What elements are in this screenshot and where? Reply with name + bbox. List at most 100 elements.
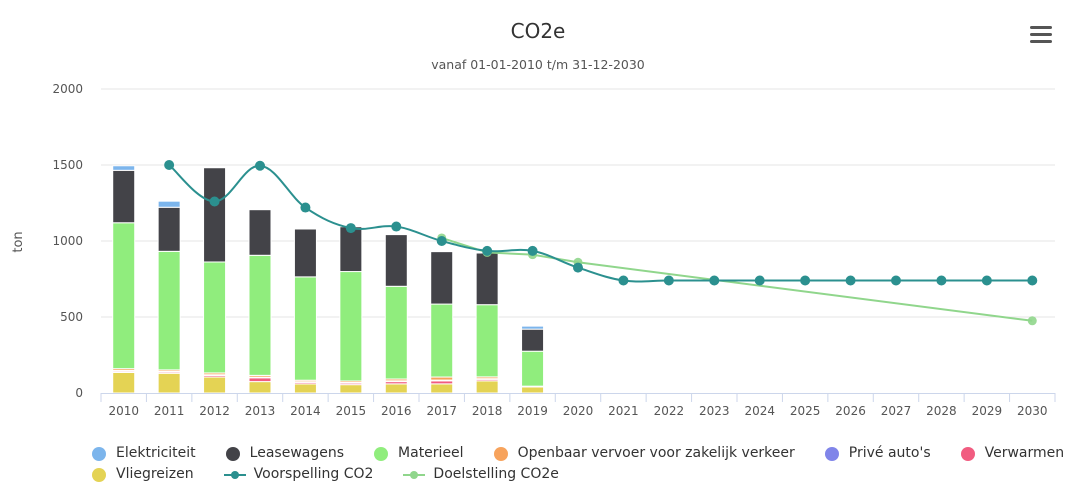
bar-segment-leasewagens <box>339 226 363 273</box>
bar-segment-vliegreizen <box>203 376 227 394</box>
bar-segment-leasewagens <box>293 228 317 278</box>
x-tick-label: 2029 <box>972 404 1003 418</box>
bar-segment-leasewagens <box>475 252 499 306</box>
x-tick-label: 2011 <box>154 404 185 418</box>
legend-label: Voorspelling CO2 <box>253 466 374 482</box>
point-voorspelling-co2 <box>981 275 992 286</box>
legend-label: Privé auto's <box>848 445 931 461</box>
bar-segment-leasewagens <box>157 206 181 252</box>
bar-segment-leasewagens <box>112 169 136 224</box>
point-voorspelling-co2 <box>300 202 311 213</box>
x-tick-label: 2019 <box>517 404 548 418</box>
bar-segment-vliegreizen <box>384 383 408 394</box>
legend-item-elektriciteit[interactable]: Elektriciteit <box>92 443 196 464</box>
x-tick-label: 2030 <box>1017 404 1048 418</box>
legend-item-materieel[interactable]: Materieel <box>374 443 464 464</box>
point-voorspelling-co2 <box>709 275 720 286</box>
legend-label: Openbaar vervoer voor zakelijk verkeer <box>517 445 795 461</box>
legend-label: Materieel <box>398 445 464 461</box>
bar-segment-elektriciteit <box>157 200 181 208</box>
y-tick-label: 0 <box>75 386 83 400</box>
legend: Elektriciteit Leasewagens Materieel Openbaa… <box>92 443 1064 485</box>
point-voorspelling-co2 <box>663 275 674 286</box>
bar-segment-vliegreizen <box>475 380 499 394</box>
legend-item-priv-auto-s[interactable]: Privé auto's <box>824 443 931 464</box>
legend-row-2: Vliegreizen Voorspelling CO2 Doelstelling … <box>92 464 1052 485</box>
chart-subtitle: vanaf 01-01-2010 t/m 31-12-2030 <box>431 57 645 72</box>
legend-label: Leasewagens <box>249 445 345 461</box>
legend-row-1: Elektriciteit Leasewagens Materieel Openbaa… <box>92 443 1064 464</box>
x-axis: 2010 2011 2012 2013 2014 2015 2016 2017 2018 2019… <box>100 393 1056 418</box>
bar-segment-materieel <box>157 250 181 371</box>
chart-title: CO2e <box>511 19 566 43</box>
bar-segment-materieel <box>248 254 272 376</box>
legend-dot-symbol <box>960 446 975 461</box>
point-voorspelling-co2 <box>754 275 765 286</box>
bar-segment-verwarmen <box>248 377 272 383</box>
point-voorspelling-co2 <box>1027 275 1038 286</box>
y-tick-label: 2000 <box>52 82 83 96</box>
bar-segment-leasewagens <box>248 209 272 256</box>
bar-segment-materieel <box>430 303 454 378</box>
bar-segment-materieel <box>203 261 227 374</box>
stacked-bars <box>112 165 545 394</box>
bar-segment-materieel <box>521 350 545 387</box>
x-tick-label: 2018 <box>472 404 503 418</box>
legend-item-openbaar-vervoer-voor-zakelijk-verkeer[interactable]: Openbaar vervoer voor zakelijk verkeer <box>493 443 795 464</box>
point-voorspelling-co2 <box>255 160 265 171</box>
legend-line-symbol <box>403 468 426 482</box>
hamburger-menu-icon[interactable] <box>1030 26 1052 44</box>
legend-item-leasewagens[interactable]: Leasewagens <box>225 443 345 464</box>
legend-item-verwarmen[interactable]: Verwarmen <box>960 443 1065 464</box>
point-voorspelling-co2 <box>345 223 356 234</box>
legend-label: Doelstelling CO2e <box>433 466 559 482</box>
legend-label: Verwarmen <box>984 445 1065 461</box>
bar-segment-vliegreizen <box>248 381 272 394</box>
x-tick-label: 2010 <box>108 404 139 418</box>
x-tick-label: 2017 <box>426 404 457 418</box>
legend-dot-symbol <box>92 446 106 461</box>
point-voorspelling-co2 <box>436 236 447 246</box>
bar-segment-elektriciteit <box>112 165 136 171</box>
bar-segment-materieel <box>112 222 136 370</box>
bar-segment-elektriciteit <box>521 325 545 330</box>
x-tick-label: 2028 <box>926 404 957 418</box>
bar-segment-leasewagens <box>430 251 454 305</box>
legend-line-symbol <box>223 468 246 482</box>
bar-segment-leasewagens <box>384 234 408 287</box>
bar-segment-vliegreizen <box>430 383 454 394</box>
x-tick-label: 2012 <box>199 404 230 418</box>
gridlines <box>101 88 1055 318</box>
x-tick-label: 2016 <box>381 404 412 418</box>
legend-dot-symbol <box>493 446 508 461</box>
y-tick-label: 1500 <box>52 158 83 172</box>
legend-item-vliegreizen[interactable]: Vliegreizen <box>92 464 194 485</box>
point-voorspelling-co2 <box>891 275 901 286</box>
point-voorspelling-co2 <box>618 275 629 286</box>
x-tick-label: 2027 <box>881 404 912 418</box>
point-voorspelling-co2 <box>482 245 493 256</box>
legend-dot-symbol <box>225 446 240 461</box>
bar-segment-materieel <box>384 285 408 380</box>
point-voorspelling-co2 <box>391 221 402 232</box>
y-axis-ticks: 0 500 1000 1500 2000 <box>52 82 83 400</box>
bar-segment-leasewagens <box>203 167 227 263</box>
legend-label: Elektriciteit <box>116 445 196 461</box>
point-voorspelling-co2 <box>936 275 947 286</box>
x-tick-label: 2013 <box>245 404 276 418</box>
legend-item-voorspelling-co2[interactable]: Voorspelling CO2 <box>223 464 374 485</box>
x-tick-label: 2014 <box>290 404 321 418</box>
x-tick-label: 2015 <box>336 404 367 418</box>
bar-segment-materieel <box>339 271 363 382</box>
bar-segment-vliegreizen <box>521 386 545 394</box>
point-voorspelling-co2 <box>209 196 220 207</box>
legend-item-doelstelling-co2e[interactable]: Doelstelling CO2e <box>403 464 559 485</box>
y-axis-label: ton <box>11 231 26 252</box>
bar-segment-vliegreizen <box>157 372 181 394</box>
bar-segment-vliegreizen <box>112 371 136 394</box>
x-tick-label: 2021 <box>608 404 639 418</box>
x-tick-label: 2025 <box>790 404 821 418</box>
legend-dot-symbol <box>374 446 389 461</box>
x-tick-label: 2026 <box>835 404 866 418</box>
x-tick-label: 2020 <box>563 404 594 418</box>
